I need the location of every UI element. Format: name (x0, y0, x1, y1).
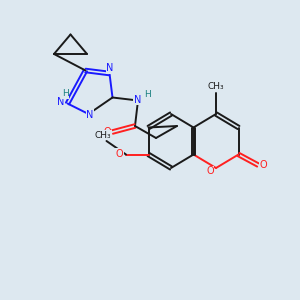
Text: N: N (86, 110, 94, 120)
Text: N: N (134, 95, 141, 105)
Text: O: O (116, 149, 123, 159)
Text: H: H (62, 89, 68, 98)
Text: H: H (144, 90, 151, 99)
Text: O: O (260, 160, 267, 170)
Text: CH₃: CH₃ (208, 82, 224, 91)
Text: N: N (57, 97, 64, 107)
Text: N: N (106, 63, 114, 73)
Text: CH₃: CH₃ (94, 130, 111, 140)
Text: O: O (206, 166, 214, 176)
Text: O: O (103, 127, 111, 137)
